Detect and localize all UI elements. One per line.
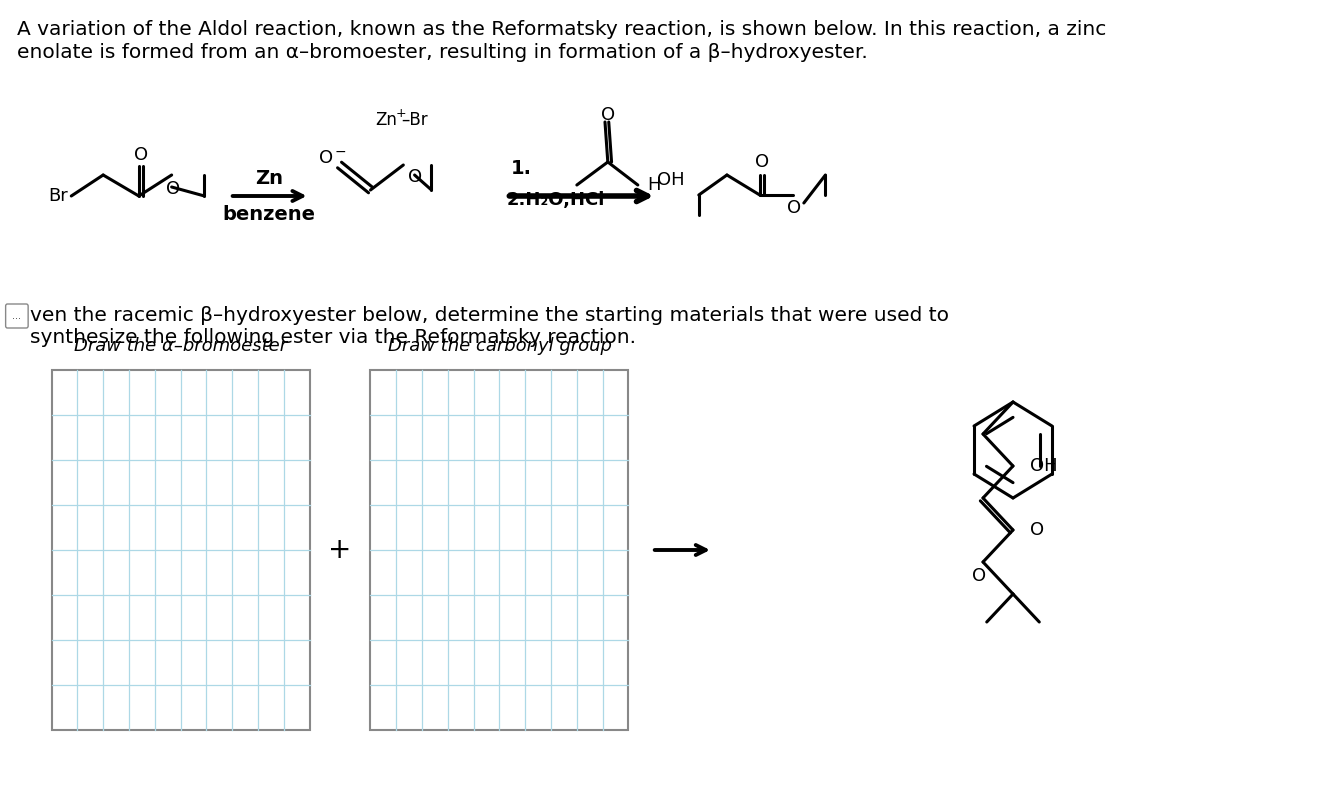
Text: O: O: [166, 180, 181, 198]
Text: benzene: benzene: [223, 205, 316, 224]
Text: −: −: [335, 145, 347, 159]
Text: OH: OH: [658, 171, 685, 189]
Text: O: O: [755, 153, 768, 171]
Text: ven the racemic β–hydroxyester below, determine the starting materials that were: ven the racemic β–hydroxyester below, de…: [30, 306, 949, 325]
Text: Draw the α–bromoester: Draw the α–bromoester: [74, 337, 287, 355]
Text: OH: OH: [1029, 457, 1057, 475]
Text: O: O: [133, 146, 148, 164]
Text: ...: ...: [12, 311, 21, 321]
Text: O: O: [409, 168, 422, 186]
Text: +: +: [328, 536, 351, 564]
Text: synthesize the following ester via the Reformatsky reaction.: synthesize the following ester via the R…: [30, 328, 637, 347]
Text: O: O: [319, 149, 333, 167]
Text: O: O: [1029, 521, 1044, 539]
FancyBboxPatch shape: [5, 304, 28, 328]
Text: Br: Br: [47, 187, 67, 205]
Text: A variation of the Aldol reaction, known as the Reformatsky reaction, is shown b: A variation of the Aldol reaction, known…: [17, 20, 1106, 39]
Text: Zn: Zn: [376, 111, 397, 129]
Text: Zn: Zn: [256, 169, 283, 188]
Text: +: +: [395, 106, 406, 120]
Text: O: O: [601, 106, 616, 124]
Text: –Br: –Br: [402, 111, 428, 129]
Bar: [51, 370, 310, 730]
Text: H: H: [647, 176, 660, 194]
Bar: [370, 370, 629, 730]
Text: Draw the carbonyl group: Draw the carbonyl group: [387, 337, 612, 355]
Text: enolate is formed from an α–bromoester, resulting in formation of a β–hydroxyest: enolate is formed from an α–bromoester, …: [17, 43, 867, 62]
Text: 2.H₂O,HCl: 2.H₂O,HCl: [506, 191, 605, 209]
Text: O: O: [787, 199, 801, 217]
Text: O: O: [973, 567, 986, 585]
Text: 1.: 1.: [511, 158, 532, 177]
